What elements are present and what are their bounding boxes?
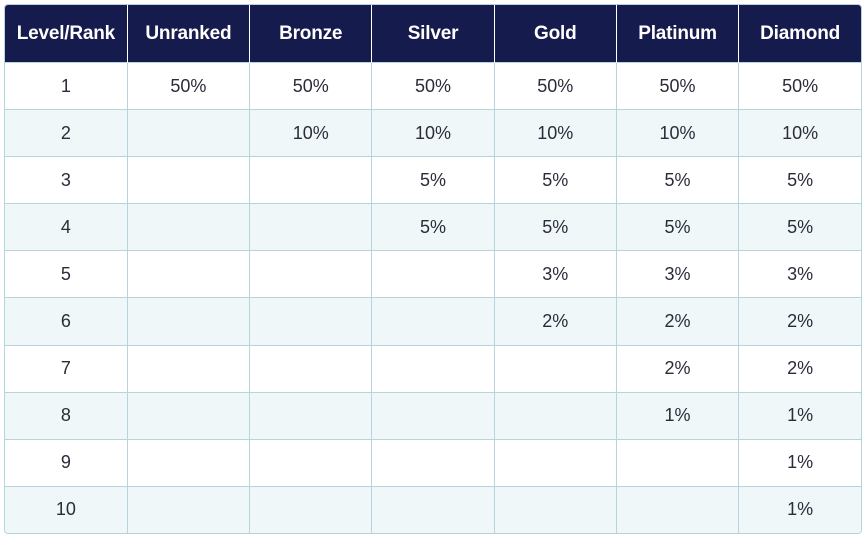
cell-platinum: 10%	[616, 109, 740, 157]
cell-platinum	[616, 485, 740, 533]
header-bronze: Bronze	[249, 5, 373, 63]
table-row: 10 1%	[5, 485, 861, 533]
cell-gold: 50%	[494, 61, 617, 110]
cell-silver	[371, 297, 495, 346]
cell-silver: 10%	[371, 109, 495, 157]
table-body: 1 50% 50% 50% 50% 50% 50% 2 10% 10% 10% 10% 10% 3 5% 5%…	[5, 61, 861, 533]
commission-table: Level/Rank Unranked Bronze Silver Gold P…	[5, 5, 861, 533]
cell-silver	[371, 250, 495, 298]
cell-diamond: 1%	[738, 391, 861, 440]
cell-unranked	[127, 250, 251, 298]
cell-diamond: 1%	[738, 438, 861, 487]
cell-gold: 3%	[494, 250, 617, 298]
table-header: Level/Rank Unranked Bronze Silver Gold P…	[5, 5, 861, 63]
cell-platinum: 5%	[616, 156, 740, 204]
cell-silver	[371, 391, 495, 440]
cell-bronze	[249, 297, 373, 346]
table-row: 6 2% 2% 2%	[5, 297, 861, 346]
cell-diamond: 3%	[738, 250, 861, 298]
cell-level: 5	[5, 250, 128, 298]
cell-gold: 10%	[494, 109, 617, 157]
cell-gold	[494, 438, 617, 487]
cell-gold	[494, 391, 617, 440]
cell-unranked	[127, 203, 251, 251]
header-unranked: Unranked	[127, 5, 251, 63]
cell-level: 7	[5, 344, 128, 393]
header-gold: Gold	[494, 5, 617, 63]
cell-gold	[494, 485, 617, 533]
cell-bronze	[249, 203, 373, 251]
cell-platinum	[616, 438, 740, 487]
cell-unranked	[127, 485, 251, 533]
cell-bronze	[249, 156, 373, 204]
cell-platinum: 2%	[616, 344, 740, 393]
cell-diamond: 50%	[738, 61, 861, 110]
table-row: 3 5% 5% 5% 5%	[5, 156, 861, 204]
header-row: Level/Rank Unranked Bronze Silver Gold P…	[5, 5, 861, 63]
cell-gold: 2%	[494, 297, 617, 346]
header-silver: Silver	[371, 5, 495, 63]
header-diamond: Diamond	[738, 5, 861, 63]
cell-bronze	[249, 438, 373, 487]
cell-level: 6	[5, 297, 128, 346]
cell-platinum: 50%	[616, 61, 740, 110]
cell-bronze	[249, 344, 373, 393]
cell-silver	[371, 438, 495, 487]
table-row: 8 1% 1%	[5, 391, 861, 440]
cell-level: 3	[5, 156, 128, 204]
table-row: 1 50% 50% 50% 50% 50% 50%	[5, 61, 861, 110]
cell-bronze	[249, 485, 373, 533]
cell-platinum: 1%	[616, 391, 740, 440]
cell-unranked	[127, 438, 251, 487]
cell-unranked	[127, 109, 251, 157]
cell-gold: 5%	[494, 203, 617, 251]
cell-unranked	[127, 156, 251, 204]
cell-unranked: 50%	[127, 61, 251, 110]
table-row: 2 10% 10% 10% 10% 10%	[5, 109, 861, 157]
commission-table-container: Level/Rank Unranked Bronze Silver Gold P…	[4, 4, 862, 534]
cell-diamond: 10%	[738, 109, 861, 157]
cell-level: 4	[5, 203, 128, 251]
cell-gold: 5%	[494, 156, 617, 204]
cell-level: 1	[5, 61, 128, 110]
cell-diamond: 5%	[738, 203, 861, 251]
cell-silver: 5%	[371, 203, 495, 251]
cell-level: 8	[5, 391, 128, 440]
cell-level: 2	[5, 109, 128, 157]
table-row: 4 5% 5% 5% 5%	[5, 203, 861, 251]
cell-bronze	[249, 250, 373, 298]
cell-diamond: 1%	[738, 485, 861, 533]
cell-silver	[371, 485, 495, 533]
cell-diamond: 2%	[738, 297, 861, 346]
cell-silver	[371, 344, 495, 393]
cell-silver: 50%	[371, 61, 495, 110]
header-level-rank: Level/Rank	[5, 5, 128, 63]
cell-level: 9	[5, 438, 128, 487]
table-row: 5 3% 3% 3%	[5, 250, 861, 298]
cell-platinum: 2%	[616, 297, 740, 346]
cell-diamond: 2%	[738, 344, 861, 393]
cell-unranked	[127, 297, 251, 346]
cell-silver: 5%	[371, 156, 495, 204]
cell-bronze: 10%	[249, 109, 373, 157]
cell-unranked	[127, 344, 251, 393]
cell-platinum: 5%	[616, 203, 740, 251]
cell-bronze: 50%	[249, 61, 373, 110]
cell-gold	[494, 344, 617, 393]
table-row: 9 1%	[5, 438, 861, 487]
cell-bronze	[249, 391, 373, 440]
cell-diamond: 5%	[738, 156, 861, 204]
header-platinum: Platinum	[616, 5, 740, 63]
table-row: 7 2% 2%	[5, 344, 861, 393]
cell-level: 10	[5, 485, 128, 533]
cell-unranked	[127, 391, 251, 440]
cell-platinum: 3%	[616, 250, 740, 298]
